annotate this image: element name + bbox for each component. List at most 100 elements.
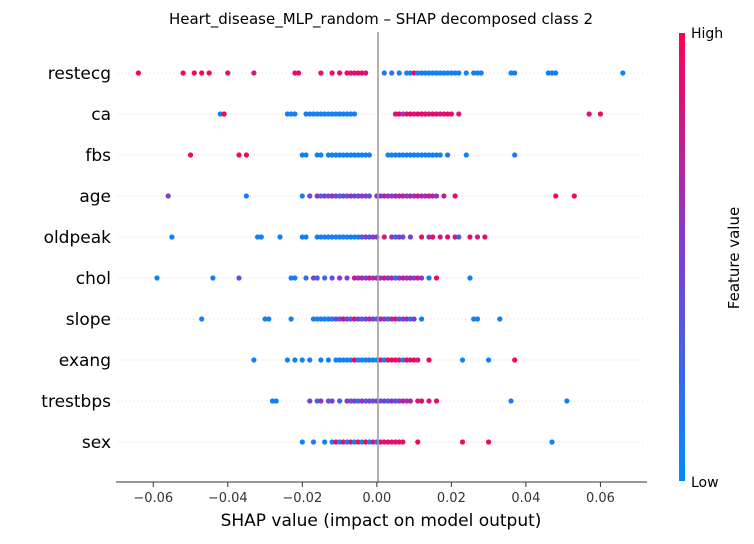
shap-point-exang-22 <box>389 357 395 363</box>
shap-point-sex-0 <box>299 439 305 445</box>
shap-point-fbs-32 <box>433 152 440 158</box>
shap-point-restecg-24 <box>415 70 421 76</box>
shap-point-restecg-33 <box>448 70 454 76</box>
shap-point-sex-21 <box>396 439 402 445</box>
shap-point-exang-9 <box>340 357 346 363</box>
shap-point-oldpeak-8 <box>322 234 328 240</box>
shap-point-fbs-29 <box>422 152 428 158</box>
shap-point-restecg-15 <box>355 70 361 76</box>
shap-point-exang-29 <box>415 357 421 363</box>
shap-point-sex-12 <box>363 439 369 445</box>
shap-point-restecg-23 <box>411 70 417 76</box>
shap-point-restecg-35 <box>456 70 462 76</box>
shap-point-fbs-27 <box>415 152 421 158</box>
shap-point-chol-7 <box>314 275 320 281</box>
shap-point-age-15 <box>355 193 361 199</box>
shap-point-restecg-13 <box>348 70 354 76</box>
shap-point-oldpeak-23 <box>381 234 387 240</box>
shap-point-age-3 <box>307 193 313 199</box>
shap-point-restecg-29 <box>433 70 440 76</box>
shap-point-restecg-42 <box>545 70 551 76</box>
shap-point-age-9 <box>333 193 339 199</box>
shap-point-restecg-6 <box>251 70 257 76</box>
shap-point-fbs-31 <box>430 152 436 158</box>
shap-point-exang-4 <box>307 357 313 363</box>
shap-point-ca-15 <box>340 111 346 117</box>
shap-point-oldpeak-14 <box>344 234 350 240</box>
shap-point-slope-7 <box>322 316 328 322</box>
shap-point-trestbps-1 <box>273 398 279 404</box>
shap-point-fbs-28 <box>419 152 425 158</box>
shap-point-chol-17 <box>370 275 376 281</box>
shap-point-slope-26 <box>392 316 399 322</box>
shap-point-restecg-20 <box>396 70 402 76</box>
shap-point-slope-19 <box>366 316 372 322</box>
shap-point-restecg-28 <box>430 70 436 76</box>
colorbar-title: Feature value <box>725 207 743 309</box>
shap-point-age-14 <box>351 193 358 199</box>
shap-point-restecg-31 <box>441 70 447 76</box>
shap-point-slope-25 <box>389 316 395 322</box>
shap-point-exang-25 <box>400 357 406 363</box>
shap-point-ca-14 <box>337 111 343 117</box>
shap-point-ca-24 <box>411 111 417 117</box>
shap-point-fbs-21 <box>392 152 399 158</box>
feature-label-sex: sex <box>82 433 111 453</box>
shap-point-restecg-2 <box>191 70 197 76</box>
shap-point-ca-20 <box>396 111 402 117</box>
shap-point-chol-32 <box>433 275 440 281</box>
x-tick-label: 0.02 <box>437 491 466 506</box>
x-tick-label: −0.02 <box>282 491 322 506</box>
shap-point-chol-5 <box>303 275 309 281</box>
shap-point-restecg-3 <box>199 70 205 76</box>
shap-point-chol-27 <box>407 275 413 281</box>
shap-point-chol-1 <box>210 275 216 281</box>
shap-point-trestbps-10 <box>351 398 358 404</box>
shap-point-age-17 <box>363 193 369 199</box>
shap-point-slope-18 <box>363 316 369 322</box>
shap-point-ca-4 <box>292 111 298 117</box>
shap-point-sex-18 <box>385 439 391 445</box>
shap-point-slope-34 <box>474 316 481 322</box>
shap-point-oldpeak-31 <box>430 234 436 240</box>
shap-point-restecg-32 <box>445 70 451 76</box>
shap-point-ca-27 <box>422 111 428 117</box>
shap-point-age-2 <box>299 193 305 199</box>
shap-point-slope-23 <box>381 316 387 322</box>
shap-point-fbs-25 <box>407 152 413 158</box>
shap-point-exang-17 <box>370 357 376 363</box>
shap-point-chol-29 <box>415 275 421 281</box>
shap-point-oldpeak-33 <box>445 234 451 240</box>
shap-point-oldpeak-18 <box>359 234 365 240</box>
shap-point-slope-32 <box>419 316 425 322</box>
shap-point-oldpeak-25 <box>392 234 399 240</box>
shap-point-exang-21 <box>385 357 391 363</box>
shap-point-chol-6 <box>310 275 317 281</box>
shap-point-trestbps-12 <box>359 398 365 404</box>
shap-point-chol-15 <box>363 275 369 281</box>
shap-point-ca-31 <box>437 111 443 117</box>
shap-point-slope-14 <box>348 316 354 322</box>
shap-point-restecg-21 <box>404 70 410 76</box>
shap-point-age-29 <box>411 193 417 199</box>
shap-point-oldpeak-15 <box>348 234 354 240</box>
x-tick-label: 0.06 <box>586 491 615 506</box>
shap-point-exang-31 <box>459 357 466 363</box>
shap-point-fbs-4 <box>303 152 309 158</box>
shap-point-chol-2 <box>236 275 242 281</box>
shap-point-slope-2 <box>266 316 272 322</box>
shap-point-trestbps-7 <box>337 398 343 404</box>
shap-point-oldpeak-12 <box>337 234 343 240</box>
shap-point-restecg-40 <box>508 70 514 76</box>
shap-point-exang-3 <box>299 357 305 363</box>
shap-point-oldpeak-26 <box>396 234 402 240</box>
shap-point-slope-11 <box>337 316 343 322</box>
shap-point-age-10 <box>337 193 343 199</box>
shap-point-fbs-12 <box>344 152 350 158</box>
shap-point-exang-14 <box>359 357 365 363</box>
shap-point-ca-10 <box>322 111 328 117</box>
shap-point-oldpeak-3 <box>277 234 283 240</box>
shap-point-exang-13 <box>355 357 361 363</box>
shap-point-oldpeak-37 <box>474 234 481 240</box>
shap-point-restecg-39 <box>478 70 484 76</box>
